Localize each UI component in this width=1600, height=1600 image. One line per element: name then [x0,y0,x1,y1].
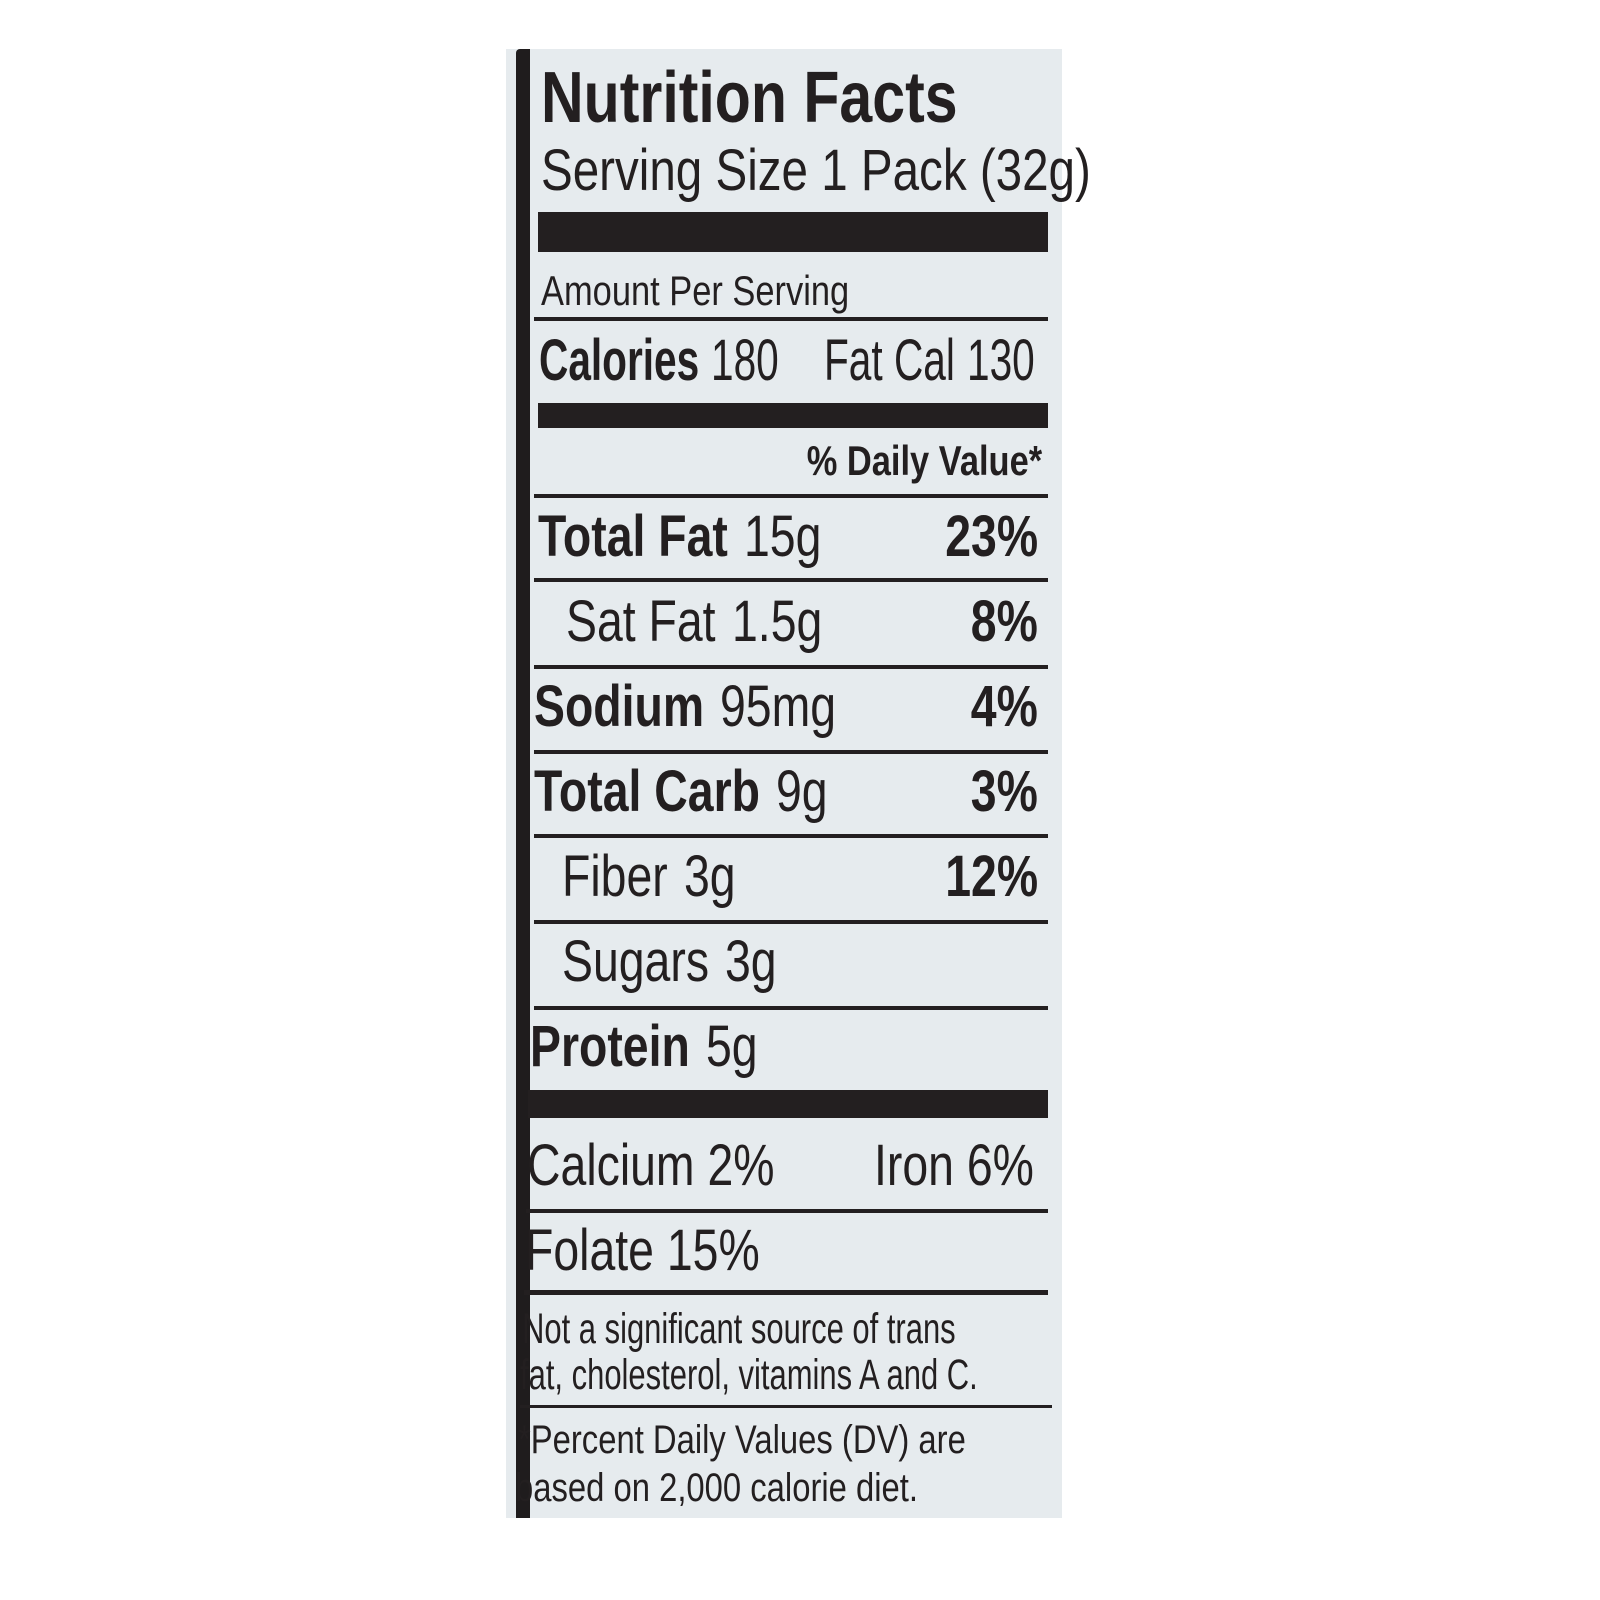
nutrient-amount: 5g [705,1014,758,1079]
nutrient-row: Protein 5g [530,1018,1038,1076]
divider [534,317,1048,321]
nutrient-row: Fiber 3g 12% [562,848,1038,906]
footnote-dv: *Percent Daily Values (DV) are [518,1418,966,1462]
fat-cal-label: Fat Cal [824,328,956,393]
footnote-trans: Not a significant source of trans [522,1305,956,1353]
nutrition-label [506,49,1062,1518]
nutrient-label: Total Carb [534,759,760,824]
daily-value-header: % Daily Value* [806,437,1042,484]
divider [526,1209,1048,1213]
nutrient-amount: 95mg [720,674,837,739]
thick-divider [538,212,1048,252]
divider [534,578,1048,582]
calories-label: Calories [539,328,700,393]
nutrient-label: Sugars [562,929,710,994]
nutrient-row: Sodium 95mg 4% [534,678,1038,736]
divider [534,494,1048,498]
daily-value-row: % Daily Value* [539,440,1042,482]
nutrient-dv: 4% [970,674,1038,739]
nutrient-amount: 3g [683,844,736,909]
divider [534,750,1048,754]
nutrient-label: Fiber [562,844,668,909]
nutrient-amount: 15g [743,504,822,569]
nutrient-dv: 12% [945,844,1038,909]
calcium: Calcium 2% [527,1133,775,1198]
nutrient-dv: 23% [945,504,1038,569]
thick-divider [538,403,1048,428]
footnote-dv: based on 2,000 calorie diet. [515,1466,919,1510]
nutrient-dv: 8% [970,589,1038,654]
amount-per-serving: Amount Per Serving [541,267,850,314]
divider [534,665,1048,669]
label-title: Nutrition Facts [541,58,958,138]
divider [534,920,1048,924]
serving-size: Serving Size 1 Pack (32g) [541,138,1091,203]
nutrient-row: Total Fat 15g 23% [538,508,1038,566]
nutrient-label: Protein [530,1014,690,1079]
nutrient-row: Sugars 3g [562,933,1038,991]
vitamins-row: Calcium 2% Iron 6% [527,1137,1034,1195]
nutrient-amount: 1.5g [731,589,822,654]
nutrient-label: Total Fat [538,504,728,569]
folate: Folate 15% [525,1218,760,1283]
footnote-trans: fat, cholesterol, vitamins A and C. [520,1351,978,1399]
nutrient-amount: 3g [724,929,777,994]
nutrient-row: Sat Fat 1.5g 8% [566,593,1038,651]
divider [520,1405,1052,1408]
divider [534,834,1048,838]
nutrient-label: Sodium [534,674,705,739]
label-border [516,49,530,1518]
nutrient-row: Total Carb 9g 3% [534,763,1038,821]
divider [524,1290,1048,1295]
fat-cal-value: 130 [967,328,1036,393]
nutrient-amount: 9g [775,759,828,824]
thick-divider [528,1090,1048,1118]
calories-row: Calories 180 Fat Cal 130 [539,332,1035,390]
iron: Iron 6% [874,1133,1034,1198]
divider [534,1006,1048,1010]
nutrient-dv: 3% [970,759,1038,824]
calories-value: 180 [711,328,779,393]
nutrient-label: Sat Fat [566,589,716,654]
